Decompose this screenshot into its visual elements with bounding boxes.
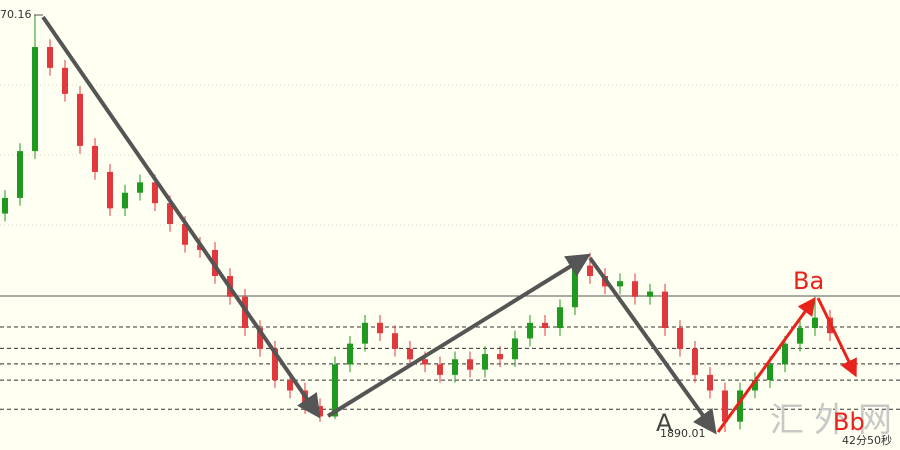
candle-body bbox=[557, 307, 563, 329]
candle-body bbox=[752, 380, 758, 391]
label-ba: Ba bbox=[793, 267, 824, 295]
watermark: 汇外网 bbox=[770, 401, 900, 441]
candle-body bbox=[17, 151, 23, 198]
candle-body bbox=[377, 322, 383, 334]
candle-body bbox=[647, 291, 653, 297]
candle-body bbox=[332, 364, 338, 417]
candle-body bbox=[92, 145, 98, 172]
candle-body bbox=[392, 333, 398, 349]
candle-body bbox=[722, 390, 728, 422]
candle-body bbox=[617, 281, 623, 287]
timer: 42分50秒 bbox=[842, 433, 892, 447]
candle-body bbox=[257, 328, 263, 349]
label-bb: Bb bbox=[833, 408, 865, 436]
candle-body bbox=[317, 406, 323, 417]
grid bbox=[0, 84, 900, 366]
candle-body bbox=[497, 354, 503, 360]
candle-body bbox=[47, 47, 53, 68]
candle-body bbox=[707, 374, 713, 391]
arrows bbox=[41, 15, 857, 435]
candle-body bbox=[182, 223, 188, 245]
candle-body bbox=[77, 93, 83, 146]
candle-body bbox=[737, 390, 743, 422]
candle-body bbox=[767, 364, 773, 381]
candle-body bbox=[482, 354, 488, 370]
candle-body bbox=[512, 338, 518, 360]
candle-body bbox=[782, 343, 788, 365]
candle-body bbox=[32, 47, 38, 152]
candle-body bbox=[287, 380, 293, 391]
candle-body bbox=[137, 182, 143, 193]
candle-body bbox=[347, 343, 353, 365]
label-a: A bbox=[656, 409, 673, 437]
candle-body bbox=[407, 348, 413, 360]
candle-body bbox=[797, 328, 803, 344]
candle-body bbox=[467, 359, 473, 370]
candle-body bbox=[107, 171, 113, 209]
candle-body bbox=[572, 265, 578, 308]
high-label: 70.16 bbox=[0, 8, 32, 21]
candle-body bbox=[62, 67, 68, 94]
candle-body bbox=[677, 328, 683, 349]
candle-body bbox=[452, 359, 458, 375]
candle-body bbox=[437, 364, 443, 375]
candle-body bbox=[662, 291, 668, 329]
candle-body bbox=[152, 182, 158, 204]
candle-body bbox=[632, 281, 638, 297]
candle-body bbox=[587, 265, 593, 276]
candle-body bbox=[167, 203, 173, 224]
candle-body bbox=[362, 322, 368, 344]
candle-body bbox=[542, 322, 548, 329]
candle-body bbox=[272, 348, 278, 381]
low-label: 1890.01 bbox=[660, 427, 706, 440]
candle-body bbox=[692, 348, 698, 375]
candle-body bbox=[527, 322, 533, 339]
candle-body bbox=[422, 359, 428, 365]
candle-body bbox=[122, 192, 128, 209]
candle-body bbox=[2, 197, 8, 214]
candle-body bbox=[812, 317, 818, 329]
